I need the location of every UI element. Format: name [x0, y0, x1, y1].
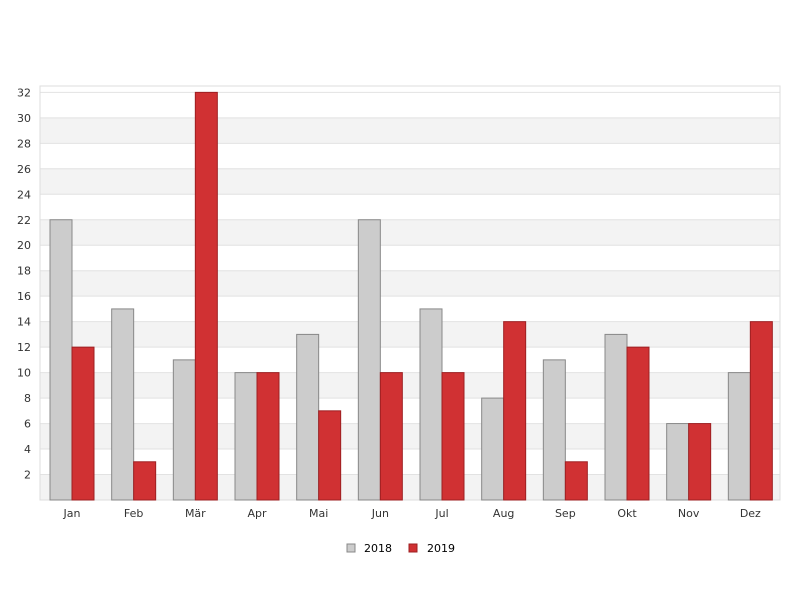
bar-2018-Aug	[481, 397, 505, 501]
bar-2019-Sep	[564, 461, 588, 501]
bar-2019-Okt	[626, 346, 650, 501]
bar-2018-Apr	[234, 372, 258, 501]
grid-band	[40, 423, 780, 450]
x-tick-label: Jan	[63, 507, 81, 520]
grid-band	[40, 474, 780, 500]
bar-2018-Jul	[419, 308, 443, 501]
bar-2018-Sep	[542, 359, 566, 501]
grid-band	[40, 92, 780, 118]
legend: 2018 2019	[346, 542, 455, 555]
x-tick-label: Jul	[434, 507, 448, 520]
grid-band	[40, 194, 780, 220]
y-tick-label: 24	[17, 188, 31, 201]
bar-2019-Jun	[379, 372, 403, 501]
y-tick-label: 10	[17, 367, 31, 380]
y-tick-label: 12	[17, 341, 31, 354]
grid-band	[40, 398, 780, 424]
x-tick-label: Mai	[309, 507, 328, 520]
bar-2018-Jan	[49, 219, 73, 501]
legend-label-2018: 2018	[364, 542, 392, 555]
bars	[49, 91, 773, 501]
x-tick-label: Nov	[678, 507, 700, 520]
grid-band	[40, 245, 780, 271]
grid-bands	[40, 86, 780, 500]
bar-2019-Dez	[749, 321, 773, 501]
y-tick-label: 6	[24, 418, 31, 431]
bar-2019-Apr	[256, 372, 280, 501]
bar-2018-Mai	[296, 333, 320, 501]
y-tick-label: 18	[17, 265, 31, 278]
y-tick-label: 4	[24, 443, 31, 456]
plot-frame	[39, 85, 781, 501]
y-tick-label: 22	[17, 214, 31, 227]
legend-swatch-2018	[346, 543, 356, 553]
grid-band	[40, 143, 780, 169]
y-tick-label: 30	[17, 112, 31, 125]
x-tick-label: Mär	[185, 507, 206, 520]
x-tick-label: Okt	[617, 507, 637, 520]
y-tick-label: 2	[24, 469, 31, 482]
bar-2018-Jun	[357, 219, 381, 501]
bar-2019-Nov	[688, 423, 712, 501]
x-tick-label: Sep	[555, 507, 576, 520]
bar-2019-Mär	[194, 91, 218, 501]
y-tick-label: 8	[24, 392, 31, 405]
grid-band	[40, 296, 780, 322]
x-tick-label: Feb	[124, 507, 143, 520]
grid-band	[40, 86, 780, 93]
y-tick-label: 16	[17, 290, 31, 303]
bar-2018-Dez	[727, 372, 751, 501]
bar-2019-Jul	[441, 372, 465, 501]
grid-band	[40, 168, 780, 195]
bar-2019-Mai	[318, 410, 342, 501]
y-tick-label: 28	[17, 137, 31, 150]
grid-band	[40, 270, 780, 297]
gridlines	[40, 91, 780, 476]
bar-2018-Feb	[111, 308, 135, 501]
bar-2018-Mär	[172, 359, 196, 501]
y-tick-label: 14	[17, 316, 31, 329]
legend-swatch-2019	[408, 543, 418, 553]
bar-2019-Jan	[71, 346, 95, 501]
legend-label-2019: 2019	[427, 542, 455, 555]
x-tick-label: Apr	[247, 507, 267, 520]
y-tick-label: 20	[17, 239, 31, 252]
grid-band	[40, 321, 780, 348]
grid-band	[40, 117, 780, 144]
bar-2019-Aug	[503, 321, 527, 501]
bar-2018-Nov	[666, 423, 690, 501]
grid-band	[40, 449, 780, 475]
x-tick-label: Jun	[371, 507, 389, 520]
grid-band	[40, 347, 780, 373]
x-axis: Jan Feb Mär Apr Mai Jun Jul Aug Sep Okt Nov Dez	[63, 507, 762, 520]
y-tick-label: 26	[17, 163, 31, 176]
x-tick-label: Aug	[493, 507, 514, 520]
bar-2019-Feb	[133, 461, 157, 501]
grid-band	[40, 372, 780, 399]
x-tick-label: Dez	[740, 507, 761, 520]
bar-2018-Okt	[604, 333, 628, 501]
grid-band	[40, 219, 780, 246]
y-tick-label: 32	[17, 86, 31, 99]
